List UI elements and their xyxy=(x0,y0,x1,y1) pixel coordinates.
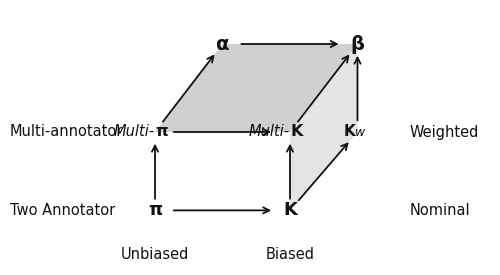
Text: π: π xyxy=(155,125,168,139)
Polygon shape xyxy=(155,44,358,132)
Polygon shape xyxy=(290,44,358,210)
Text: π: π xyxy=(148,201,162,219)
Text: K: K xyxy=(290,125,302,139)
Text: β: β xyxy=(350,34,364,54)
Text: Multi-: Multi- xyxy=(249,125,290,139)
Text: Two Annotator: Two Annotator xyxy=(10,203,115,218)
Text: Multi-: Multi- xyxy=(114,125,155,139)
Text: w: w xyxy=(355,125,365,139)
Text: Multi-annotator: Multi-annotator xyxy=(10,125,124,139)
Text: Unbiased: Unbiased xyxy=(121,247,189,262)
Text: Nominal: Nominal xyxy=(410,203,470,218)
Text: K: K xyxy=(283,201,297,219)
Text: α: α xyxy=(216,34,229,54)
Text: K: K xyxy=(343,125,355,139)
Text: Biased: Biased xyxy=(266,247,314,262)
Text: Weighted: Weighted xyxy=(410,125,480,139)
